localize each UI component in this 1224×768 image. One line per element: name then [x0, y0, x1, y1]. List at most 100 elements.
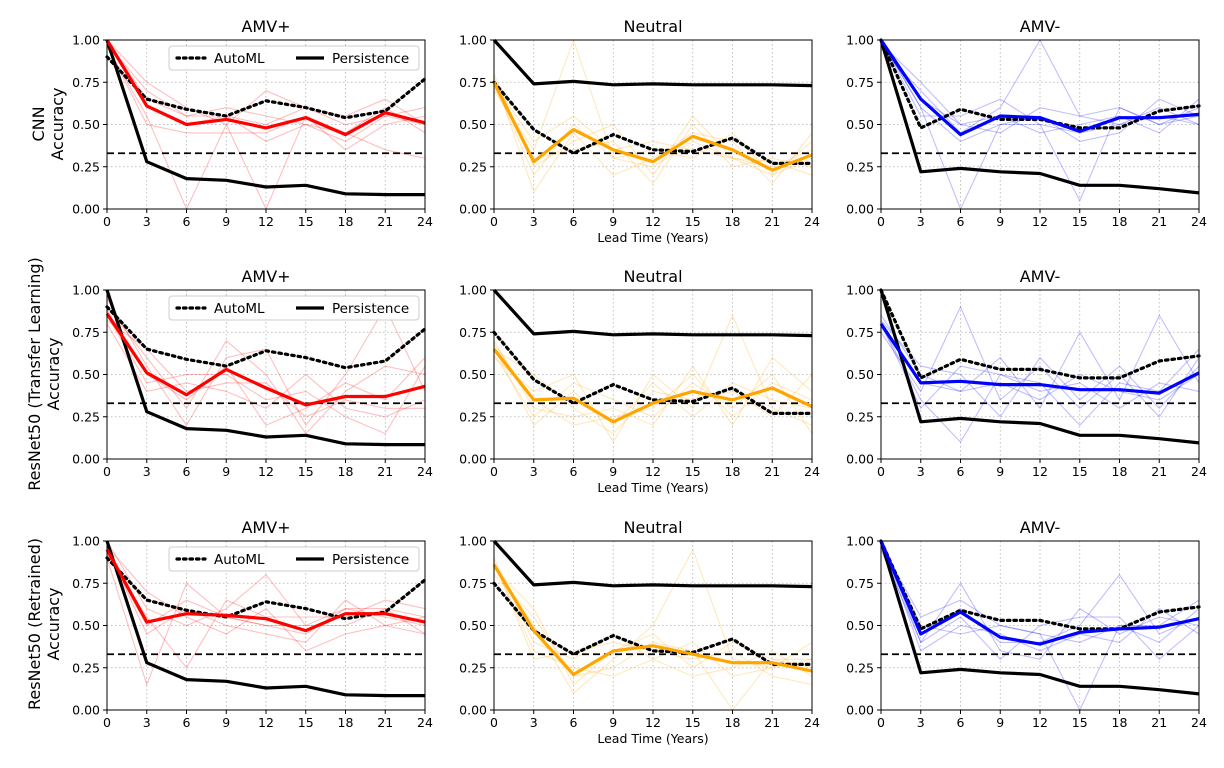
y-tick-label: 1.00: [846, 534, 874, 549]
x-tick-label: 24: [1191, 214, 1207, 229]
x-tick-label: 15: [298, 214, 314, 229]
x-tick-label: 18: [725, 464, 741, 479]
ensemble-mean-line: [105, 548, 426, 633]
y-tick-label: 0.50: [846, 367, 874, 382]
x-tick-label: 6: [183, 464, 191, 479]
automl-line: [105, 556, 427, 621]
x-tick-label: 18: [725, 214, 741, 229]
x-tick-label: 0: [490, 464, 498, 479]
x-tick-label: 24: [417, 715, 433, 730]
y-tick-label: 0.50: [846, 618, 874, 633]
ensemble-member-line-4: [106, 44, 426, 151]
ensemble-member-line-5: [106, 310, 426, 426]
x-tick-label: 0: [490, 715, 498, 730]
row-label-resnet-transfer-accuracy: Accuracy: [44, 337, 63, 410]
ensemble-mean-line: [105, 39, 426, 137]
y-tick-label: 0.00: [459, 202, 487, 217]
row-label-resnet-retrained-title: ResNet50 (Retrained): [25, 538, 44, 710]
x-tick-label: 9: [609, 715, 617, 730]
persistence-line: [879, 540, 1200, 696]
y-tick-label: 0.75: [72, 75, 100, 90]
x-tick-label: 6: [570, 214, 578, 229]
x-tick-label: 9: [996, 715, 1004, 730]
x-tick-label: 15: [685, 464, 701, 479]
x-tick-label: 24: [417, 464, 433, 479]
automl-line: [492, 330, 814, 415]
panel-title: AMV-: [1020, 518, 1061, 537]
ensemble-member-line-3: [493, 574, 813, 711]
automl-line: [492, 80, 814, 165]
y-tick-label: 0.25: [846, 409, 874, 424]
x-tick-label: 18: [725, 715, 741, 730]
x-tick-label: 3: [917, 214, 925, 229]
ensemble-member-line-1: [106, 306, 426, 435]
x-tick-label: 18: [338, 214, 354, 229]
ensemble-member-line-4: [880, 540, 1200, 652]
x-tick-label: 18: [338, 715, 354, 730]
x-tick-label: 21: [1151, 214, 1167, 229]
x-tick-label: 21: [1151, 464, 1167, 479]
y-tick-label: 0.00: [459, 452, 487, 467]
ensemble-mean-line: [492, 81, 813, 172]
y-tick-label: 1.00: [459, 283, 487, 298]
ensemble-member-line-6: [880, 323, 1200, 427]
ensemble-member-line-5: [880, 326, 1200, 401]
ensemble-mean-line: [879, 322, 1200, 395]
y-tick-label: 0.25: [72, 660, 100, 675]
ensemble-member-line-2: [106, 323, 426, 418]
x-tick-label: 24: [417, 214, 433, 229]
legend-box: [168, 295, 420, 321]
x-tick-label: 0: [490, 214, 498, 229]
y-tick-label: 1.00: [459, 33, 487, 48]
x-tick-label: 24: [1191, 715, 1207, 730]
ensemble-member-line-6: [106, 552, 426, 627]
x-tick-label: 12: [1032, 214, 1048, 229]
x-tick-label: 12: [1032, 464, 1048, 479]
automl-line: [492, 581, 814, 666]
x-tick-label: 0: [103, 214, 111, 229]
x-tick-label: 6: [570, 715, 578, 730]
panel-title: AMV+: [241, 17, 290, 36]
y-tick-label: 1.00: [846, 283, 874, 298]
x-tick-label: 6: [570, 464, 578, 479]
legend-automl-label: AutoML: [214, 552, 265, 568]
ensemble-member-line-3: [106, 549, 426, 644]
x-tick-label: 9: [609, 214, 617, 229]
x-tick-label: 12: [645, 715, 661, 730]
persistence-line: [492, 288, 813, 338]
x-tick-label: 21: [764, 715, 780, 730]
panel-title: Neutral: [623, 267, 682, 286]
y-tick-label: 0.75: [72, 325, 100, 340]
legend: AutoML Persistence: [168, 45, 420, 71]
ensemble-member-line-5: [106, 39, 426, 126]
x-tick-label: 9: [996, 464, 1004, 479]
ensemble-member-line-3: [493, 348, 813, 435]
x-tick-label: 12: [258, 464, 274, 479]
x-tick-label: 0: [877, 715, 885, 730]
row-label-cnn: CNN Accuracy: [29, 87, 67, 160]
x-tick-label: 18: [1112, 464, 1128, 479]
automl-line: [105, 55, 427, 120]
legend-persistence-label: Persistence: [332, 552, 409, 568]
ensemble-member-line-5: [493, 77, 813, 194]
y-tick-label: 0.00: [846, 703, 874, 718]
automl-line: [879, 288, 1201, 381]
persistence-line: [105, 289, 425, 447]
x-tick-label: 15: [685, 214, 701, 229]
row-label-resnet-retrained-accuracy: Accuracy: [44, 587, 63, 660]
panel-r2-c2: 0 3 6 9 12 15 18 21 24 0.00 0.25 0.50 0.75 1.00 Neutra…: [459, 267, 820, 495]
x-tick-label: 3: [917, 715, 925, 730]
y-tick-label: 1.00: [846, 33, 874, 48]
y-tick-label: 1.00: [72, 33, 100, 48]
y-tick-label: 0.25: [459, 660, 487, 675]
panel-title: AMV+: [241, 518, 290, 537]
y-tick-label: 0.50: [459, 367, 487, 382]
panel-title: AMV-: [1020, 17, 1061, 36]
legend-automl-label: AutoML: [214, 301, 265, 317]
x-tick-label: 0: [103, 715, 111, 730]
y-tick-label: 0.75: [846, 75, 874, 90]
ensemble-member-line-6: [880, 39, 1200, 143]
y-tick-label: 0.25: [846, 159, 874, 174]
row-label-cnn-accuracy: Accuracy: [48, 87, 67, 160]
